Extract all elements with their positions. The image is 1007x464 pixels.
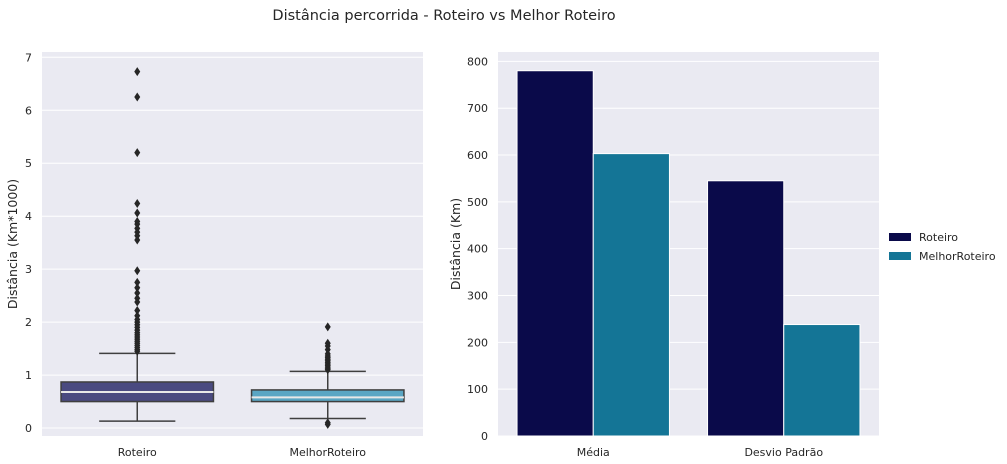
- legend-label: MelhorRoteiro: [919, 250, 996, 263]
- bar-y-ticks: 0 100 200 300 400 500 600 700 800: [467, 55, 488, 443]
- boxplot-y-axis-label: Distância (Km*1000): [5, 179, 20, 309]
- figure-title: Distância percorrida - Roteiro vs Melhor…: [272, 8, 615, 24]
- boxplot-y-tick-label: 0: [25, 422, 32, 435]
- box-outlier: [324, 365, 331, 375]
- legend-swatch: [889, 252, 911, 260]
- bar-y-tick-label: 0: [481, 430, 488, 443]
- boxplot-gridlines: [42, 56, 423, 429]
- bar-y-tick-label: 300: [467, 290, 488, 303]
- bar-y-tick-label: 500: [467, 196, 488, 209]
- box-outlier: [134, 208, 141, 218]
- box-outlier: [134, 305, 141, 315]
- boxplot-plot-area: [42, 52, 423, 436]
- legend-swatch: [889, 233, 911, 241]
- legend-item-MelhorRoteiro: MelhorRoteiro: [889, 250, 996, 263]
- boxplot-y-ticks: 0 1 2 3 4 5 6 7: [25, 51, 32, 435]
- bar-y-tick-label: 700: [467, 102, 488, 115]
- boxplot-y-tick-label: 3: [25, 263, 32, 276]
- legend-item-Roteiro: Roteiro: [889, 231, 958, 244]
- bar-y-tick-label: 200: [467, 336, 488, 349]
- box-outlier: [134, 235, 141, 245]
- boxplot-x-ticks: Roteiro MelhorRoteiro: [118, 446, 367, 459]
- box-outlier: [134, 67, 141, 77]
- box-outlier: [134, 148, 141, 158]
- bar-y-tick-label: 400: [467, 243, 488, 256]
- boxplot-x-tick-label: MelhorRoteiro: [289, 446, 366, 459]
- bar-MelhorRoteiro-1: [783, 324, 861, 437]
- legend-label: Roteiro: [919, 231, 958, 244]
- boxplot-y-tick-label: 5: [25, 157, 32, 170]
- bar-bars: [516, 70, 861, 437]
- box-outlier: [134, 92, 141, 102]
- bar-MelhorRoteiro-0: [592, 153, 670, 437]
- boxplot-boxes: [60, 67, 405, 429]
- box-outlier: [134, 288, 141, 298]
- bar-Roteiro-1: [707, 180, 785, 437]
- box-Roteiro: [60, 67, 215, 422]
- box-outlier: [134, 277, 141, 287]
- bar-y-tick-label: 600: [467, 149, 488, 162]
- boxplot-y-tick-label: 2: [25, 316, 32, 329]
- box-outlier: [134, 266, 141, 276]
- box-MelhorRoteiro: [250, 322, 405, 429]
- box-outlier: [134, 198, 141, 208]
- bar-Roteiro-0: [516, 70, 594, 437]
- boxplot-x-tick-label: Roteiro: [118, 446, 157, 459]
- boxplot-axes: 0 1 2 3 4 5 6 7 Roteiro MelhorRoteiro Distância …: [5, 51, 423, 459]
- boxplot-y-tick-label: 6: [25, 104, 32, 117]
- bar-x-tick-label: Desvio Padrão: [744, 446, 823, 459]
- bar-x-tick-label: Média: [577, 446, 610, 459]
- bar-y-axis-label: Distância (Km): [448, 198, 463, 290]
- boxplot-y-tick-label: 4: [25, 210, 32, 223]
- box-outlier: [324, 322, 331, 332]
- box-body: [250, 389, 405, 403]
- boxplot-y-tick-label: 7: [25, 51, 32, 64]
- boxplot-y-tick-label: 1: [25, 369, 32, 382]
- bar-axes: 0 100 200 300 400 500 600 700 800 Média Desvio Pa…: [448, 52, 879, 459]
- bar-y-tick-label: 800: [467, 55, 488, 68]
- bar-legend: Roteiro MelhorRoteiro: [889, 231, 996, 263]
- box-outlier: [134, 346, 141, 356]
- box-outlier: [324, 419, 331, 429]
- box-outlier: [134, 297, 141, 307]
- bar-x-ticks: Média Desvio Padrão: [577, 446, 824, 459]
- box-outlier: [134, 283, 141, 293]
- bar-y-tick-label: 100: [467, 383, 488, 396]
